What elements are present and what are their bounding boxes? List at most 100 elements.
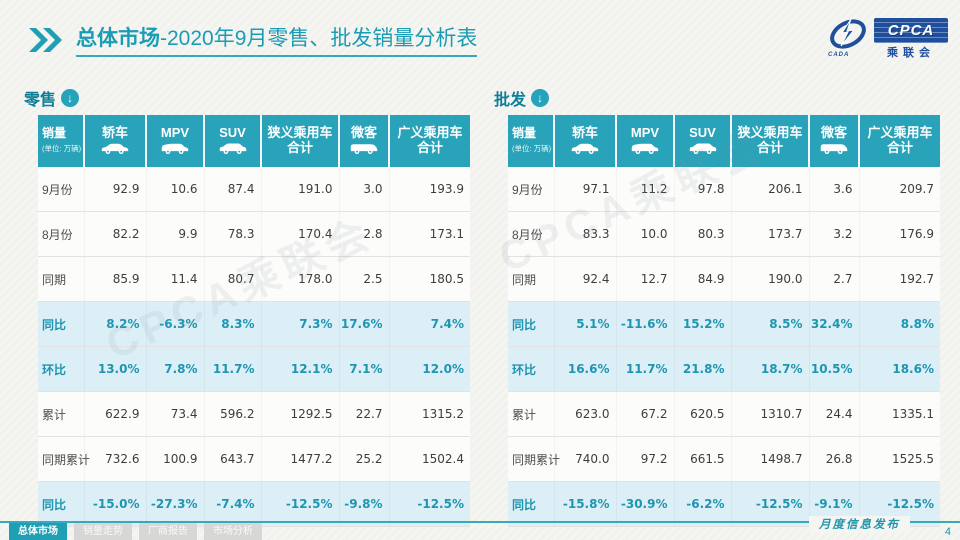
data-cell: 732.6: [84, 436, 146, 482]
sedan-icon: [555, 142, 615, 155]
data-cell: 173.1: [389, 211, 470, 257]
row-label: 8月份: [38, 211, 84, 257]
suv-icon: [675, 142, 730, 155]
data-cell: 643.7: [204, 436, 261, 482]
table-row: 同期累计 732.6 100.9 643.7 1477.2 25.2 1502.4: [38, 436, 470, 482]
data-cell: 2.7: [809, 256, 859, 302]
data-cell: 596.2: [204, 391, 261, 437]
data-cell: -7.4%: [204, 481, 261, 527]
data-cell: 661.5: [674, 436, 731, 482]
data-cell: 22.7: [339, 391, 389, 437]
sedan-icon: [85, 142, 145, 155]
data-cell: 11.2: [616, 167, 674, 212]
row-label: 8月份: [508, 211, 554, 257]
column-header-2: MPV: [146, 115, 205, 167]
van-icon: [810, 142, 858, 155]
data-cell: 2.8: [339, 211, 389, 257]
data-cell: 11.4: [146, 256, 204, 302]
suv-icon: [205, 142, 260, 155]
tab-sales-trend[interactable]: 销量走势: [74, 523, 132, 540]
data-cell: 8.8%: [859, 301, 940, 347]
table-row: 9月份 92.9 10.6 87.4 191.0 3.0 193.9: [38, 167, 470, 212]
data-cell: -15.0%: [84, 481, 146, 527]
data-cell: 16.6%: [554, 346, 616, 392]
data-cell: 7.4%: [389, 301, 470, 347]
column-header-0: 销量 (单位: 万辆): [38, 115, 85, 167]
data-cell: 87.4: [204, 167, 261, 212]
table-row: 8月份 82.2 9.9 78.3 170.4 2.8 173.1: [38, 211, 470, 257]
title-bar: 总体市场-2020年9月零售、批发销量分析表: [28, 22, 478, 57]
cpca-box: CPCA: [874, 18, 948, 43]
data-cell: 18.7%: [731, 346, 809, 392]
data-cell: 192.7: [859, 256, 940, 302]
data-cell: 32.4%: [809, 301, 859, 347]
wholesale-section-label: 批发: [494, 86, 940, 110]
data-cell: 97.1: [554, 167, 616, 212]
column-header-6: 广义乘用车 合计: [859, 115, 940, 167]
data-cell: -9.8%: [339, 481, 389, 527]
table-row: 环比 13.0% 7.8% 11.7% 12.1% 7.1% 12.0%: [38, 346, 470, 392]
arrow-down-circle-icon: [61, 89, 80, 107]
tab-overall-market[interactable]: 总体市场: [9, 523, 67, 540]
data-cell: 67.2: [616, 391, 674, 437]
data-cell: 170.4: [261, 211, 339, 257]
cpca-chinese-label: 乘联会: [887, 47, 935, 59]
data-cell: 5.1%: [554, 301, 616, 347]
data-cell: 193.9: [389, 167, 470, 212]
row-label: 同期累计: [38, 436, 90, 482]
column-header-0: 销量 (单位: 万辆): [508, 115, 555, 167]
van-icon: [340, 142, 388, 155]
page-title-bold: 总体市场: [76, 27, 160, 50]
chevron-double-icon: [29, 27, 62, 52]
data-cell: 92.9: [84, 167, 146, 212]
data-cell: 1525.5: [859, 436, 940, 482]
row-label: 同比: [508, 301, 554, 347]
table-row: 同比 -15.0% -27.3% -7.4% -12.5% -9.8% -12.5%: [38, 481, 470, 527]
data-cell: 10.6: [146, 167, 204, 212]
data-cell: 1502.4: [389, 436, 470, 482]
page-title: 总体市场-2020年9月零售、批发销量分析表: [76, 22, 478, 57]
row-label: 9月份: [38, 167, 84, 212]
data-cell: 83.3: [554, 211, 616, 257]
data-cell: 2.5: [339, 256, 389, 302]
row-label: 累计: [38, 391, 84, 437]
tab-manufacturer-report[interactable]: 厂商报告: [139, 523, 197, 540]
data-cell: 7.8%: [146, 346, 204, 392]
tab-market-analysis[interactable]: 市场分析: [204, 523, 262, 540]
data-cell: 26.8: [809, 436, 859, 482]
data-cell: 190.0: [731, 256, 809, 302]
cpca-logo: CADA CPCA 乘联会: [826, 18, 948, 60]
table-row: 同比 5.1% -11.6% 15.2% 8.5% 32.4% 8.8%: [508, 301, 940, 347]
data-cell: 18.6%: [859, 346, 940, 392]
row-label: 同期累计: [508, 436, 560, 482]
data-cell: 1498.7: [731, 436, 809, 482]
data-cell: 78.3: [204, 211, 261, 257]
retail-table-section: 零售 销量(单位: 万辆)轿车MPVSUV狭义乘用车合计微客广义乘用车合计9月份…: [24, 86, 470, 527]
column-header-4: 狭义乘用车 合计: [261, 115, 340, 167]
column-header-6: 广义乘用车 合计: [389, 115, 470, 167]
data-cell: 10.5%: [809, 346, 859, 392]
data-cell: -6.2%: [674, 481, 731, 527]
row-label: 环比: [38, 346, 84, 392]
data-cell: 11.7%: [616, 346, 674, 392]
table-row: 同比 8.2% -6.3% 8.3% 7.3% 17.6% 7.4%: [38, 301, 470, 347]
data-cell: -12.5%: [261, 481, 339, 527]
wholesale-label: 批发: [494, 92, 527, 109]
data-cell: -15.8%: [554, 481, 616, 527]
table-row: 累计 623.0 67.2 620.5 1310.7 24.4 1335.1: [508, 391, 940, 437]
table-row: 同期 85.9 11.4 80.7 178.0 2.5 180.5: [38, 256, 470, 302]
data-cell: 173.7: [731, 211, 809, 257]
column-header-5: 微客: [809, 115, 860, 167]
data-cell: 178.0: [261, 256, 339, 302]
data-cell: 1292.5: [261, 391, 339, 437]
column-header-1: 轿车: [84, 115, 147, 167]
data-cell: 100.9: [146, 436, 204, 482]
wholesale-table: 销量 (单位: 万辆) 轿车 MPV SUV 狭义乘用车 合计 微客 广义乘用车 合计 9月份 97.…: [508, 115, 940, 527]
row-label: 同比: [38, 301, 84, 347]
cada-label: CADA: [828, 52, 850, 58]
bottom-tab-bar: 总体市场 销量走势 厂商报告 市场分析: [9, 523, 262, 540]
data-cell: 12.0%: [389, 346, 470, 392]
data-cell: -12.5%: [389, 481, 470, 527]
row-label: 同比: [508, 481, 554, 527]
table-row: 环比 16.6% 11.7% 21.8% 18.7% 10.5% 18.6%: [508, 346, 940, 392]
